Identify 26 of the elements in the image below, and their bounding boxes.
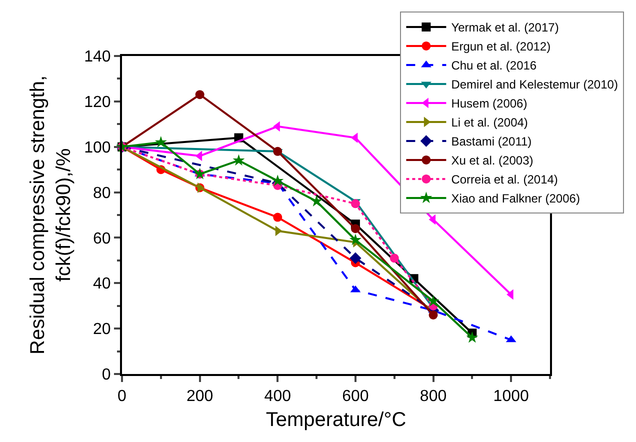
y-tick-label: 0 <box>102 366 111 384</box>
x-tick-label: 600 <box>342 388 369 406</box>
x-tick-label: 800 <box>420 388 447 406</box>
y-tick-label: 60 <box>93 230 111 248</box>
y-tick-label: 120 <box>84 94 111 112</box>
y-tick-label: 100 <box>84 139 111 156</box>
y-tick-label: 80 <box>93 184 111 202</box>
y-axis-title: Residual compressive strength, fck(f)/fck90),/% <box>27 75 76 355</box>
legend-label: Correia et al. (2014) <box>451 172 558 187</box>
y-tick-label: 40 <box>93 276 111 293</box>
legend-label: Husem (2006) <box>451 96 528 111</box>
legend-label: Demirel and Kelestemur (2010) <box>451 78 618 92</box>
x-tick-label: 1000 <box>493 388 529 406</box>
legend-label: Xiao and Falkner (2006) <box>451 192 580 206</box>
y-tick-label: 20 <box>93 321 111 338</box>
legend-label: Chu et al. (2016 <box>451 58 537 73</box>
legend-label: Li et al. (2004) <box>451 116 528 130</box>
legend-label: Ergun et al. (2012) <box>451 40 551 54</box>
y-tick-label: 140 <box>84 48 111 66</box>
legend-label: Bastami (2011) <box>451 134 532 149</box>
x-tick-label: 200 <box>186 388 214 406</box>
legend-label: Xu et al. (2003) <box>451 154 534 168</box>
x-axis-title: Temperature/°C <box>266 409 406 432</box>
x-tick-label: 400 <box>264 388 292 406</box>
x-tick-label: 0 <box>118 388 127 406</box>
legend-label: Yermak et al. (2017) <box>451 20 559 35</box>
